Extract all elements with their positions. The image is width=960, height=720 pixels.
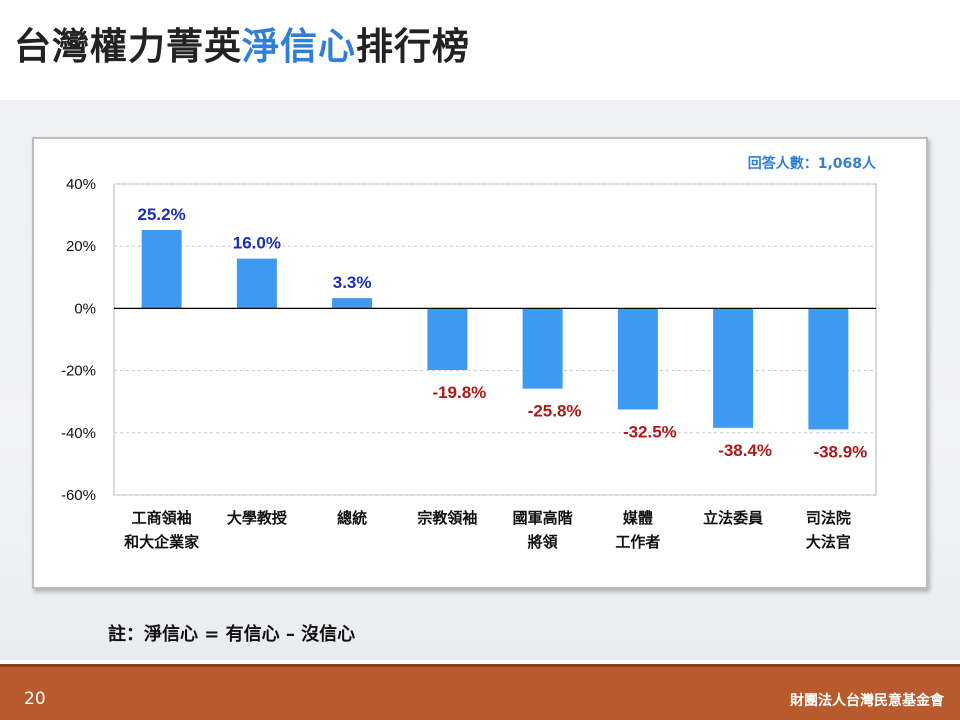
chart-container: 40% 20% 0% -20% -40% -60% 25.2% 工商領袖和大企業家 16.0% 大…	[32, 137, 928, 589]
category-label: 工作者	[615, 533, 660, 551]
category-label: 司法院	[806, 509, 851, 527]
data-label: -19.8%	[432, 383, 486, 402]
category-label: 工商領袖	[132, 509, 192, 527]
bar	[522, 308, 563, 389]
category-label: 媒體	[623, 509, 653, 527]
y-tick-label: 40%	[66, 176, 96, 193]
data-label: -32.5%	[623, 422, 677, 441]
footer-bar: 20 財團法人台灣民意基金會	[0, 664, 960, 720]
data-label: 16.0%	[233, 234, 281, 253]
data-label: -38.9%	[813, 442, 867, 461]
bar	[236, 258, 277, 309]
category-label: 國軍高階	[513, 509, 573, 527]
respondent-count: 回答人數：1,068人	[747, 156, 876, 172]
y-tick-label: -40%	[61, 425, 96, 442]
footnote: 註：淨信心 = 有信心 – 沒信心	[108, 624, 356, 645]
bar	[808, 308, 849, 430]
y-tick-label: 20%	[66, 238, 96, 255]
data-label: 3.3%	[333, 273, 372, 292]
title-part-2: 排行榜	[356, 25, 470, 68]
bar	[141, 230, 182, 309]
data-label: -38.4%	[718, 441, 772, 460]
category-label: 和大企業家	[124, 533, 199, 551]
category-label: 大學教授	[227, 509, 288, 527]
bar	[617, 308, 658, 410]
bar	[427, 308, 468, 370]
organization-name: 財團法人台灣民意基金會	[790, 693, 944, 709]
y-tick-label: -60%	[61, 487, 96, 504]
y-tick-label: -20%	[61, 363, 96, 380]
y-tick-label: 0%	[74, 300, 96, 317]
page-number: 20	[24, 689, 46, 709]
slide-title: 台灣權力菁英淨信心排行榜	[14, 28, 470, 65]
category-label: 宗教領袖	[417, 509, 477, 527]
bar	[332, 298, 373, 309]
category-label: 大法官	[806, 533, 851, 551]
data-label: 25.2%	[138, 205, 186, 224]
title-highlight: 淨信心	[242, 25, 356, 68]
category-label: 立法委員	[703, 509, 763, 527]
bar	[713, 308, 754, 428]
title-part-1: 台灣權力菁英	[14, 25, 242, 68]
data-label: -25.8%	[528, 402, 582, 421]
category-label: 總統	[337, 509, 367, 527]
category-label: 將領	[528, 533, 559, 551]
